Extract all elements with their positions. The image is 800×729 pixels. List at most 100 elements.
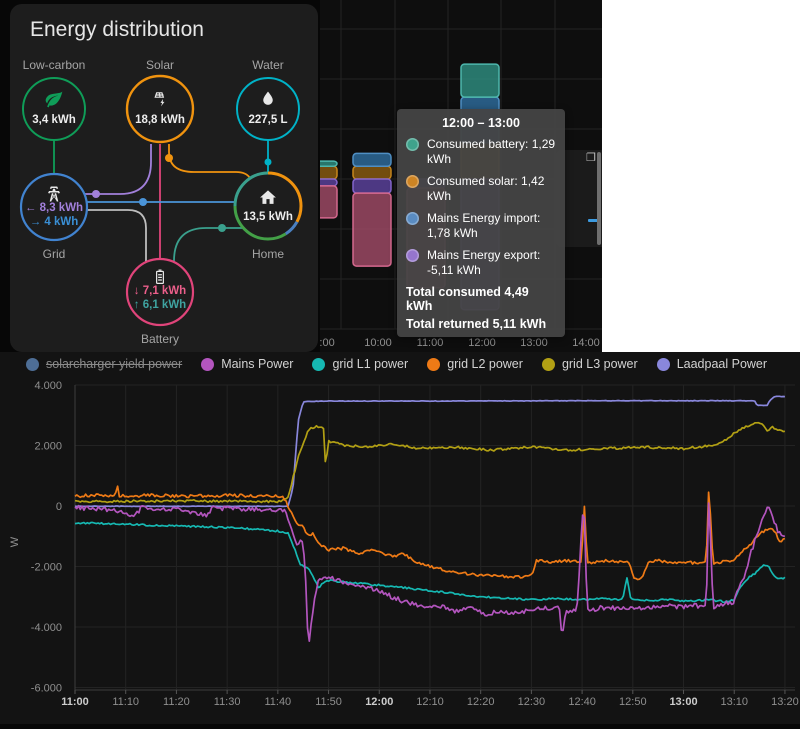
bar-x-label: 11:00 xyxy=(417,337,444,349)
legend-dot-icon xyxy=(541,357,555,371)
y-axis-label: -2.000 xyxy=(31,561,62,573)
series-line xyxy=(74,485,786,581)
bar-segment[interactable] xyxy=(320,185,338,219)
legend-label: Laadpaal Power xyxy=(676,357,768,371)
flow-line-solar-grid xyxy=(84,144,152,195)
link-fragment xyxy=(588,219,599,222)
flow-dot-water xyxy=(264,158,272,166)
series-line xyxy=(74,521,786,604)
scrollbar[interactable] xyxy=(597,152,601,245)
low-carbon-ring[interactable] xyxy=(22,77,86,141)
tooltip-item-text: Mains Energy export: -5,11 kWh xyxy=(427,248,541,277)
water-label: Water xyxy=(252,58,284,72)
legend-item[interactable]: grid L3 power xyxy=(541,357,638,371)
battery-discharge-value: ↑ 6,1 kWh xyxy=(133,299,187,311)
series-dot-icon xyxy=(406,249,419,262)
grid-import-value: → 4 kWh xyxy=(29,216,79,228)
x-axis-label: 11:30 xyxy=(214,696,241,708)
tooltip-total-returned: Total returned 5,11 kWh xyxy=(406,317,547,331)
solar-ring[interactable] xyxy=(125,74,195,144)
low-carbon-label: Low-carbon xyxy=(22,58,86,72)
power-line-chart-panel: solarcharger yield power Mains Power grid … xyxy=(0,352,800,724)
tooltip-item: Mains Energy import: 1,78 kWh xyxy=(406,211,556,241)
bar-x-label: 12:00 xyxy=(468,337,496,349)
bar-x-label: 9:00 xyxy=(320,337,335,349)
tooltip-item: Consumed solar: 1,42 kWh xyxy=(406,174,556,204)
x-axis-label: 13:00 xyxy=(669,696,697,708)
home-label: Home xyxy=(251,247,285,261)
line-plot: 4.000 2.000 0 -2.000 -4.000 -6.000 W 11:00 11:10… xyxy=(9,380,799,708)
legend-item[interactable]: grid L1 power xyxy=(312,357,408,371)
battery-ring[interactable] xyxy=(125,257,195,327)
legend-item[interactable]: Mains Power xyxy=(201,357,293,371)
legend-item[interactable]: grid L2 power xyxy=(427,357,523,371)
x-axis-label: 11:10 xyxy=(112,696,139,708)
y-axis-label: 2.000 xyxy=(34,441,62,453)
y-axis-label: 4.000 xyxy=(34,380,62,392)
grid-ring[interactable] xyxy=(19,172,89,242)
x-axis-label: 11:50 xyxy=(315,696,342,708)
bar-x-label: 10:00 xyxy=(364,337,392,349)
series-dot-icon xyxy=(406,138,419,151)
page-background xyxy=(602,0,800,352)
legend-item[interactable]: solarcharger yield power xyxy=(26,357,182,371)
legend-label: grid L1 power xyxy=(332,357,409,371)
bar-segment[interactable] xyxy=(320,160,338,167)
y-axis-label: -4.000 xyxy=(31,622,62,634)
bar-segment[interactable] xyxy=(352,165,392,180)
solar-value: 18,8 kWh xyxy=(135,114,185,126)
legend-dot-icon xyxy=(427,357,441,371)
y-axis-label: 0 xyxy=(56,501,62,513)
water-drop-icon xyxy=(259,89,278,108)
bar-segment[interactable] xyxy=(352,192,392,267)
legend-label: solarcharger yield power xyxy=(46,357,183,371)
water-value: 227,5 L xyxy=(248,114,288,126)
flow-line-solar-home xyxy=(168,144,251,179)
bar-segment[interactable] xyxy=(460,63,500,98)
battery-label: Battery xyxy=(140,332,180,346)
legend-item[interactable]: Laadpaal Power xyxy=(656,357,768,371)
solar-label: Solar xyxy=(145,58,175,72)
x-axis-label: 12:00 xyxy=(365,696,393,708)
x-axis-label: 13:20 xyxy=(771,696,799,708)
legend-label: grid L3 power xyxy=(561,357,638,371)
tooltip-total-consumed: Total consumed 4,49 kWh xyxy=(406,285,529,313)
bar-segment[interactable] xyxy=(320,178,338,187)
chart-tooltip: 12:00 – 13:00 Consumed battery: 1,29 kWh… xyxy=(397,109,565,337)
transmission-tower-icon xyxy=(45,185,63,203)
tooltip-item: Mains Energy export: -5,11 kWh xyxy=(406,248,556,278)
legend-dot-icon xyxy=(656,357,670,371)
battery-charge-value: ↓ 7,1 kWh xyxy=(133,285,187,297)
x-axis-label: 12:10 xyxy=(416,696,444,708)
tooltip-item: Consumed battery: 1,29 kWh xyxy=(406,137,556,167)
grid-export-value: ← 8,3 kWh xyxy=(24,202,84,214)
x-axis-label: 12:20 xyxy=(467,696,495,708)
leaf-icon xyxy=(44,89,64,109)
x-axis-label: 11:20 xyxy=(163,696,190,708)
legend-label: grid L2 power xyxy=(447,357,523,371)
tooltip-item-text: Consumed battery: 1,29 kWh xyxy=(427,137,556,166)
bar-x-label: 14:00 xyxy=(572,337,600,349)
low-carbon-value: 3,4 kWh xyxy=(32,114,76,126)
solar-panel-icon xyxy=(150,88,171,109)
tooltip-item-text: Mains Energy import: 1,78 kWh xyxy=(427,211,541,240)
bar-segment[interactable] xyxy=(352,178,392,194)
legend-label: Mains Power xyxy=(221,357,294,371)
legend-dot-icon xyxy=(26,357,39,371)
tooltip-items: Consumed battery: 1,29 kWh Consumed solar… xyxy=(406,137,556,278)
home-ring[interactable] xyxy=(233,171,303,241)
chart-legend: solarcharger yield power Mains Power grid … xyxy=(26,357,767,371)
water-ring[interactable] xyxy=(236,77,300,141)
bar-segment[interactable] xyxy=(352,152,392,167)
flow-dot-battery-home xyxy=(218,224,226,232)
bar-segment[interactable] xyxy=(320,165,338,180)
y-axis-title: W xyxy=(9,536,21,547)
series-dot-icon xyxy=(406,212,419,225)
x-axis-label: 11:00 xyxy=(61,696,89,708)
series-line xyxy=(74,421,785,504)
y-axis-label: -6.000 xyxy=(31,682,62,694)
x-axis-label: 12:50 xyxy=(619,696,647,708)
battery-icon xyxy=(151,268,169,286)
energy-flow-diagram xyxy=(19,74,303,327)
